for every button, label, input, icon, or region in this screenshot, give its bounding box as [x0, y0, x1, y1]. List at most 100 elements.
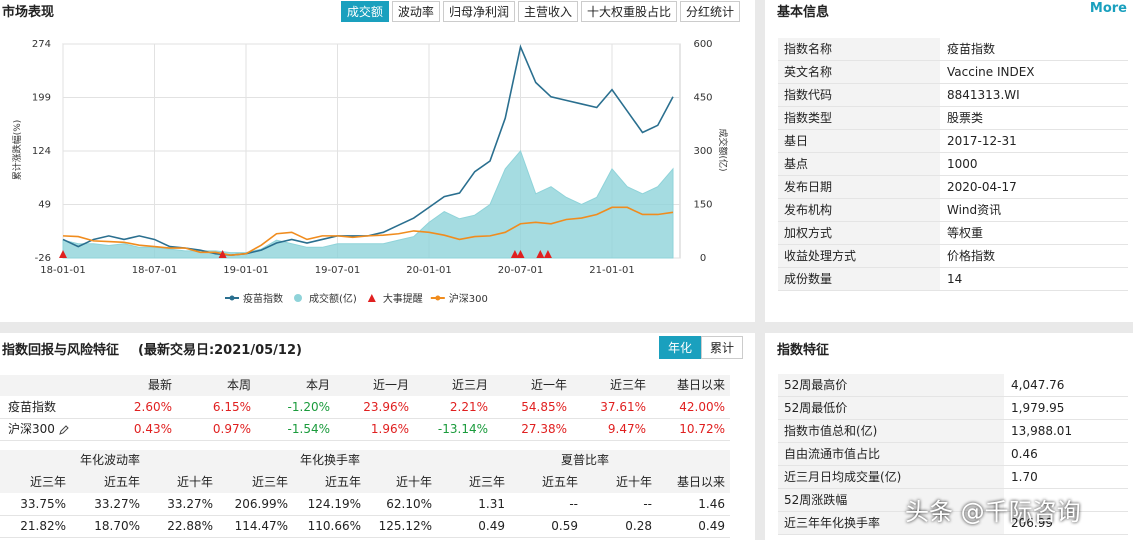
- volume-area: [62, 150, 674, 259]
- x-tick-label: 18-07-01: [132, 265, 177, 276]
- tab[interactable]: 波动率: [391, 1, 440, 22]
- column-header: 近三年: [468, 475, 505, 489]
- info-row: 基点 1000: [778, 153, 1128, 176]
- x-tick-label: 21-01-01: [589, 265, 634, 276]
- group-header: 年化换手率: [299, 453, 360, 467]
- info-label: 基日: [778, 130, 940, 152]
- x-tick-label: 19-01-01: [223, 265, 268, 276]
- y-tick-label: 199: [32, 93, 51, 104]
- feature-row: 自由流通市值占比 0.46: [778, 443, 1128, 466]
- feature-label: 52周最高价: [778, 374, 1004, 396]
- event-marker: [59, 250, 67, 258]
- table-bg: [0, 375, 730, 396]
- returns-panel: 指数回报与风险特征 (最新交易日:2021/05/12) 年化 累计 最新 本周 本月…: [0, 333, 755, 540]
- risk-value: 206.99%: [234, 497, 288, 511]
- info-row: 成份数量 14: [778, 268, 1128, 291]
- risk-value: 33.27%: [94, 497, 140, 511]
- column-header: 基日以来: [676, 378, 725, 392]
- info-label: 加权方式: [778, 222, 940, 244]
- tab[interactable]: 分红统计: [679, 1, 740, 22]
- column-header: 近三年: [29, 475, 66, 489]
- column-header: 近五年: [541, 475, 578, 489]
- toggle[interactable]: 累计: [700, 336, 743, 359]
- risk-value: 0.49: [478, 519, 505, 533]
- return-value: 2.21%: [449, 400, 488, 414]
- return-value: 42.00%: [679, 400, 725, 414]
- more-link[interactable]: More: [1089, 1, 1127, 16]
- legend-swatch: [367, 294, 376, 302]
- info-value: Vaccine INDEX: [947, 65, 1035, 79]
- return-value: 9.47%: [607, 422, 646, 436]
- event-marker: [218, 250, 227, 258]
- y2-tick-label: 150: [693, 200, 712, 211]
- column-header: 近三月: [451, 378, 488, 392]
- feature-value: 1,979.95: [1011, 401, 1065, 415]
- feature-value: 1.70: [1011, 470, 1038, 484]
- return-value: -1.54%: [287, 422, 330, 436]
- legend-label: 成交额(亿): [309, 292, 357, 305]
- return-value: 27.38%: [521, 422, 567, 436]
- column-header: 近十年: [395, 475, 432, 489]
- tab[interactable]: 十大权重股占比: [580, 1, 677, 22]
- tab[interactable]: 归母净利润: [442, 1, 515, 22]
- panel-title: 指数回报与风险特征: [2, 343, 120, 358]
- tab[interactable]: 主营收入: [517, 1, 578, 22]
- row-line: [0, 418, 730, 419]
- info-value: 1000: [947, 157, 978, 171]
- risk-value: 114.47%: [234, 519, 288, 533]
- event-marker: [536, 250, 545, 258]
- info-value: 8841313.WI: [947, 88, 1020, 102]
- info-value: 等权重: [947, 226, 984, 240]
- table-bg: [0, 450, 730, 493]
- x-tick-label: 18-01-01: [40, 265, 85, 276]
- market-panel: 市场表现 成交额 波动率 归母净利润 主营收入 十大权重股占比 分红统计 -26 49 124…: [0, 0, 755, 322]
- feature-label: 52周最低价: [778, 397, 1004, 419]
- feature-row: 52周涨跌幅: [778, 489, 1128, 512]
- feature-value: 0.46: [1011, 447, 1038, 461]
- return-value: 54.85%: [521, 400, 567, 414]
- risk-value: --: [643, 497, 652, 511]
- feature-label: 近三月日均成交量(亿): [778, 466, 1004, 488]
- risk-value: --: [569, 497, 578, 511]
- basic-info-panel: 基本信息 More 指数名称 疫苗指数 英文名称 Vaccine INDEX 指数代码 8…: [765, 0, 1133, 322]
- info-value: 价格指数: [947, 249, 996, 263]
- risk-value: 0.59: [551, 519, 578, 533]
- column-header: 最新: [147, 378, 172, 392]
- risk-value: 0.49: [698, 519, 725, 533]
- edit-icon[interactable]: [58, 424, 70, 436]
- x-tick-label: 20-07-01: [498, 265, 543, 276]
- legend-swatch: [229, 295, 235, 301]
- risk-value: 22.88%: [167, 519, 213, 533]
- legend-label: 沪深300: [449, 292, 488, 305]
- toggle-group: 年化 累计: [658, 336, 743, 359]
- y-tick-label: 274: [32, 39, 51, 50]
- info-label: 收益处理方式: [778, 245, 940, 267]
- return-value: 6.15%: [212, 400, 251, 414]
- column-header: 基日以来: [676, 475, 725, 489]
- x-tick-label: 19-07-01: [315, 265, 360, 276]
- y-tick-label: 49: [38, 200, 51, 211]
- column-header: 近一年: [530, 378, 567, 392]
- tab-bar: 成交额 波动率 归母净利润 主营收入 十大权重股占比 分红统计: [340, 1, 740, 22]
- info-row: 指数代码 8841313.WI: [778, 84, 1128, 107]
- tab[interactable]: 成交额: [340, 1, 389, 22]
- risk-value: 125.12%: [378, 519, 432, 533]
- y-tick-label: 124: [32, 146, 51, 157]
- group-header: 年化波动率: [79, 453, 140, 467]
- return-value: -1.20%: [287, 400, 330, 414]
- column-header: 近一月: [372, 378, 409, 392]
- risk-value: 110.66%: [307, 519, 361, 533]
- feature-label: 52周涨跌幅: [778, 489, 1004, 511]
- column-header: 本月: [305, 378, 330, 392]
- feature-label: 指数市值总和(亿): [778, 420, 1004, 442]
- info-value: 2017-12-31: [947, 134, 1017, 148]
- feature-value: 13,988.01: [1011, 424, 1073, 438]
- risk-value: 33.75%: [20, 497, 66, 511]
- y2-tick-label: 600: [693, 39, 712, 50]
- chart: -26 49 124 199 274 0 150 300 450 600 18-01-01 18-07…: [11, 39, 729, 305]
- toggle[interactable]: 年化: [658, 336, 701, 359]
- y-axis-label: 累计涨跌幅(%): [11, 120, 23, 181]
- legend-swatch: [294, 294, 302, 302]
- y2-tick-label: 300: [693, 146, 712, 157]
